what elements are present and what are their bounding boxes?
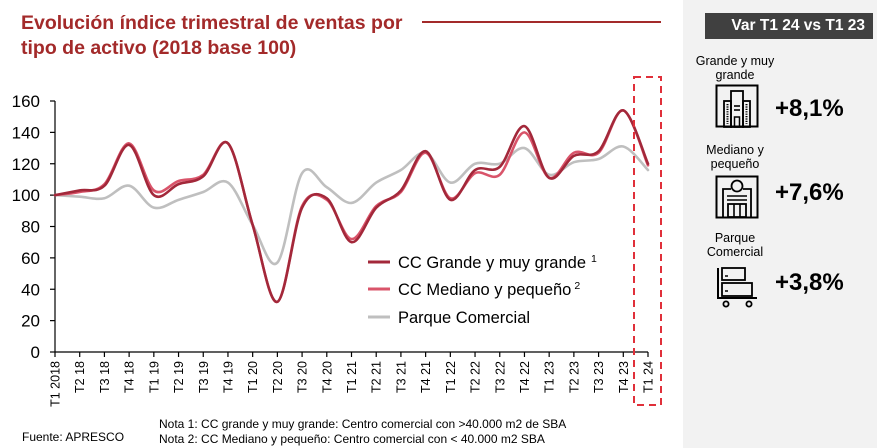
y-tick-label: 80 [21,218,40,237]
footnotes: Nota 1: CC grande y muy grande: Centro c… [159,417,566,447]
x-tick-label: T2 21 [370,361,384,393]
x-tick-label: T2 22 [469,361,483,393]
legend-label-parque: Parque Comercial [398,309,530,327]
legend-sup-mediano: 2 [574,280,580,292]
legend-item-parque: Parque Comercial [368,309,530,327]
highlight-box-t1-24 [633,76,662,406]
x-tick-label: T4 19 [221,361,235,393]
x-tick-label: T3 18 [98,361,112,393]
chart-title: Evolución índice trimestral de ventas po… [21,11,661,61]
y-tick-label: 60 [21,249,40,268]
series-parque-line [53,145,650,266]
series-grande-line [53,109,650,304]
y-tick-label: 40 [21,280,40,299]
x-tick-label: T1 22 [444,361,458,393]
y-axis: 0 20 40 60 80 100 120 140 160 [12,92,56,362]
x-tick-label: T1 20 [246,361,260,393]
variation-panel: Var T1 24 vs T1 23 Grande y muy grande +8… [683,0,877,448]
y-tick-label: 140 [12,123,40,142]
legend-sup-grande: 1 [591,253,597,265]
metric-label-grande: Grande y muy grande [695,54,775,82]
metric-value-mediano: +7,6% [775,179,844,206]
x-tick-label: T1 23 [543,361,557,393]
source-note: Fuente: APRESCO [22,430,125,444]
x-tick-label: T3 22 [493,361,507,393]
metric-label-mediano: Mediano y pequeño [706,143,764,171]
large-building-icon [715,84,759,128]
x-tick-label: T4 18 [123,361,137,393]
x-tick-label: T1 19 [147,361,161,393]
y-tick-label: 160 [12,92,40,111]
x-axis: T1 2018 T2 18 T3 18 T4 18 T1 19 T2 19 T3 19 T4 … [49,351,656,407]
metric-value-grande: +8,1% [775,95,844,122]
x-tick-label: T1 21 [345,361,359,393]
x-tick-label: T2 18 [73,361,87,393]
legend: CC Grande y muy grande 1 CC Mediano y peq… [368,253,597,327]
x-tick-label: T2 19 [172,361,186,393]
title-rule [422,21,661,23]
legend-label-grande: CC Grande y muy grande 1 [398,253,597,272]
x-tick-label: T4 23 [617,361,631,393]
legend-label-mediano: CC Mediano y pequeño 2 [398,280,580,299]
chart-title-line2: tipo de activo (2018 base 100) [21,37,297,59]
legend-item-mediano: CC Mediano y pequeño 2 [368,280,580,299]
footnote-2: Nota 2: CC Mediano y pequeño: Centro com… [159,432,545,446]
series-layer [53,109,650,304]
footnote-1: Nota 1: CC grande y muy grande: Centro c… [159,417,567,431]
x-tick-label: T3 23 [592,361,606,393]
panel-header: Var T1 24 vs T1 23 [705,13,873,39]
store-building-icon [715,175,759,219]
x-tick-label: T3 20 [296,361,310,393]
metric-label-parque: Parque Comercial [706,231,764,259]
y-tick-label: 20 [21,312,40,331]
metric-value-parque: +3,8% [775,269,844,296]
x-tick-label: T3 21 [394,361,408,393]
chart-title-line1: Evolución índice trimestral de ventas po… [21,12,403,34]
y-tick-label: 0 [31,343,40,362]
y-tick-label: 120 [12,155,40,174]
x-tick-label: T2 20 [271,361,285,393]
y-tick-label: 100 [12,186,40,205]
x-tick-label: T2 23 [567,361,581,393]
x-tick-label: T4 20 [320,361,334,393]
x-tick-label: T4 22 [518,361,532,393]
x-tick-label: T1 24 [642,361,656,393]
legend-item-grande: CC Grande y muy grande 1 [368,253,597,272]
x-tick-label: T3 19 [197,361,211,393]
retail-park-cart-icon [717,267,757,308]
x-tick-label: T4 21 [419,361,433,393]
x-tick-label: T1 2018 [49,361,63,407]
series-mediano-line [53,109,650,304]
